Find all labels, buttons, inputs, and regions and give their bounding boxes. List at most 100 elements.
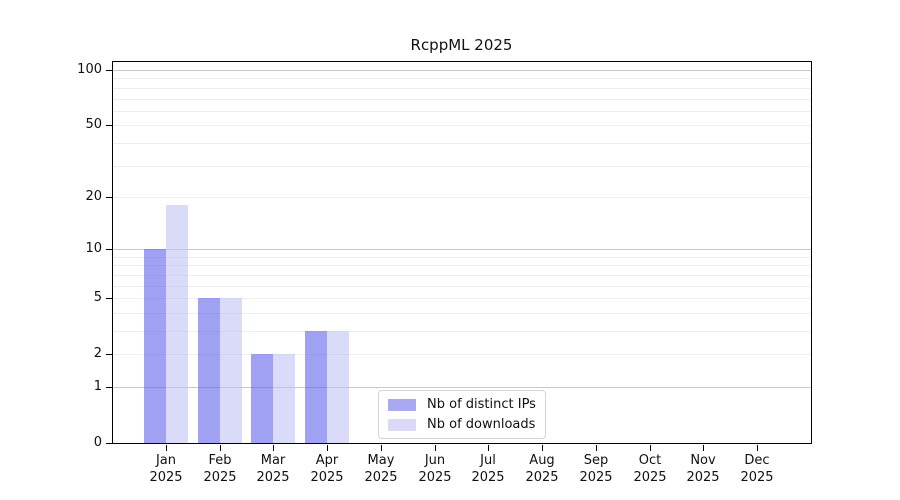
x-label-month: Feb xyxy=(208,453,232,468)
x-label-year: 2025 xyxy=(256,470,290,485)
x-tick-mar xyxy=(273,445,274,451)
x-tick-label-sep: Sep 2025 xyxy=(564,452,628,486)
x-tick-label-nov: Nov 2025 xyxy=(671,452,735,486)
y-tick-label-50: 50 xyxy=(85,117,102,132)
y-tick-2 xyxy=(106,354,112,355)
gridline-minor-70 xyxy=(113,99,811,100)
x-tick-jan xyxy=(166,445,167,451)
x-tick-label-may: May 2025 xyxy=(349,452,413,486)
gridline-minor-8 xyxy=(113,265,811,266)
bar-distinct-ips-jan xyxy=(144,249,166,443)
x-tick-aug xyxy=(542,445,543,451)
y-tick-5 xyxy=(106,298,112,299)
gridline-minor-90 xyxy=(113,78,811,79)
bar-distinct-ips-mar xyxy=(251,354,273,443)
legend-label-downloads: Nb of downloads xyxy=(427,417,536,432)
x-tick-may xyxy=(381,445,382,451)
y-tick-50 xyxy=(106,125,112,126)
x-label-month: Jan xyxy=(155,453,177,468)
gridline-minor-20 xyxy=(113,197,811,198)
x-label-year: 2025 xyxy=(740,470,774,485)
x-label-month: Oct xyxy=(638,453,662,468)
gridline-minor-6 xyxy=(113,286,811,287)
y-tick-label-5: 5 xyxy=(93,290,102,305)
y-tick-label-20: 20 xyxy=(85,189,102,204)
x-label-year: 2025 xyxy=(579,470,613,485)
gridline-minor-5 xyxy=(113,298,811,299)
gridline-minor-2 xyxy=(113,354,811,355)
x-label-year: 2025 xyxy=(364,470,398,485)
y-tick-label-2: 2 xyxy=(93,346,102,361)
bar-downloads-mar xyxy=(273,354,295,443)
x-label-year: 2025 xyxy=(471,470,505,485)
gridline-minor-3 xyxy=(113,331,811,332)
chart-title: RcppML 2025 xyxy=(410,36,513,54)
y-tick-label-100: 100 xyxy=(77,62,102,77)
x-label-month: Sep xyxy=(583,453,609,468)
x-label-month: Jul xyxy=(480,453,496,468)
plot-area xyxy=(112,61,812,444)
gridline-minor-60 xyxy=(113,111,811,112)
x-tick-feb xyxy=(220,445,221,451)
gridline-minor-4 xyxy=(113,313,811,314)
x-label-month: Aug xyxy=(529,453,555,468)
y-tick-20 xyxy=(106,197,112,198)
x-label-year: 2025 xyxy=(525,470,559,485)
y-tick-100 xyxy=(106,70,112,71)
x-label-year: 2025 xyxy=(310,470,344,485)
x-tick-label-jan: Jan 2025 xyxy=(134,452,198,486)
bar-downloads-jan xyxy=(166,205,188,443)
x-tick-label-mar: Mar 2025 xyxy=(241,452,305,486)
x-label-year: 2025 xyxy=(686,470,720,485)
gridline-minor-30 xyxy=(113,166,811,167)
gridline-major-10 xyxy=(113,249,811,250)
gridline-minor-7 xyxy=(113,275,811,276)
bar-downloads-apr xyxy=(327,331,349,443)
x-tick-label-dec: Dec 2025 xyxy=(725,452,789,486)
x-label-month: Mar xyxy=(260,453,286,468)
x-tick-oct xyxy=(650,445,651,451)
x-tick-label-jul: Jul 2025 xyxy=(456,452,520,486)
legend-swatch-distinct-ips xyxy=(388,398,416,411)
x-label-month: Dec xyxy=(744,453,770,468)
legend-item-downloads: Nb of downloads xyxy=(388,417,536,432)
y-tick-1 xyxy=(106,387,112,388)
y-tick-0 xyxy=(106,443,112,444)
x-tick-label-apr: Apr 2025 xyxy=(295,452,359,486)
y-tick-label-0: 0 xyxy=(93,435,102,450)
x-tick-label-feb: Feb 2025 xyxy=(188,452,252,486)
x-tick-jul xyxy=(488,445,489,451)
x-tick-nov xyxy=(703,445,704,451)
x-tick-label-jun: Jun 2025 xyxy=(403,452,467,486)
x-label-month: May xyxy=(367,453,395,468)
legend-swatch-downloads xyxy=(388,418,416,431)
x-label-year: 2025 xyxy=(203,470,237,485)
y-tick-label-1: 1 xyxy=(93,379,102,394)
y-tick-10 xyxy=(106,249,112,250)
x-label-month: Apr xyxy=(315,453,339,468)
gridline-minor-9 xyxy=(113,257,811,258)
gridline-major-1 xyxy=(113,387,811,388)
gridline-minor-50 xyxy=(113,125,811,126)
x-tick-apr xyxy=(327,445,328,451)
x-tick-sep xyxy=(596,445,597,451)
gridline-minor-40 xyxy=(113,143,811,144)
legend-item-distinct-ips: Nb of distinct IPs xyxy=(388,397,536,412)
gridline-minor-80 xyxy=(113,88,811,89)
x-tick-label-oct: Oct 2025 xyxy=(618,452,682,486)
x-tick-jun xyxy=(435,445,436,451)
bar-distinct-ips-apr xyxy=(305,331,327,443)
bar-distinct-ips-feb xyxy=(198,298,220,443)
x-tick-dec xyxy=(757,445,758,451)
x-label-month: Jun xyxy=(424,453,446,468)
legend-label-distinct-ips: Nb of distinct IPs xyxy=(427,397,536,412)
x-label-year: 2025 xyxy=(149,470,183,485)
gridline-major-100 xyxy=(113,70,811,71)
bar-downloads-feb xyxy=(220,298,242,443)
legend: Nb of distinct IPs Nb of downloads xyxy=(378,390,546,439)
x-label-month: Nov xyxy=(690,453,716,468)
y-tick-label-10: 10 xyxy=(85,241,102,256)
x-label-year: 2025 xyxy=(633,470,667,485)
x-label-year: 2025 xyxy=(418,470,452,485)
